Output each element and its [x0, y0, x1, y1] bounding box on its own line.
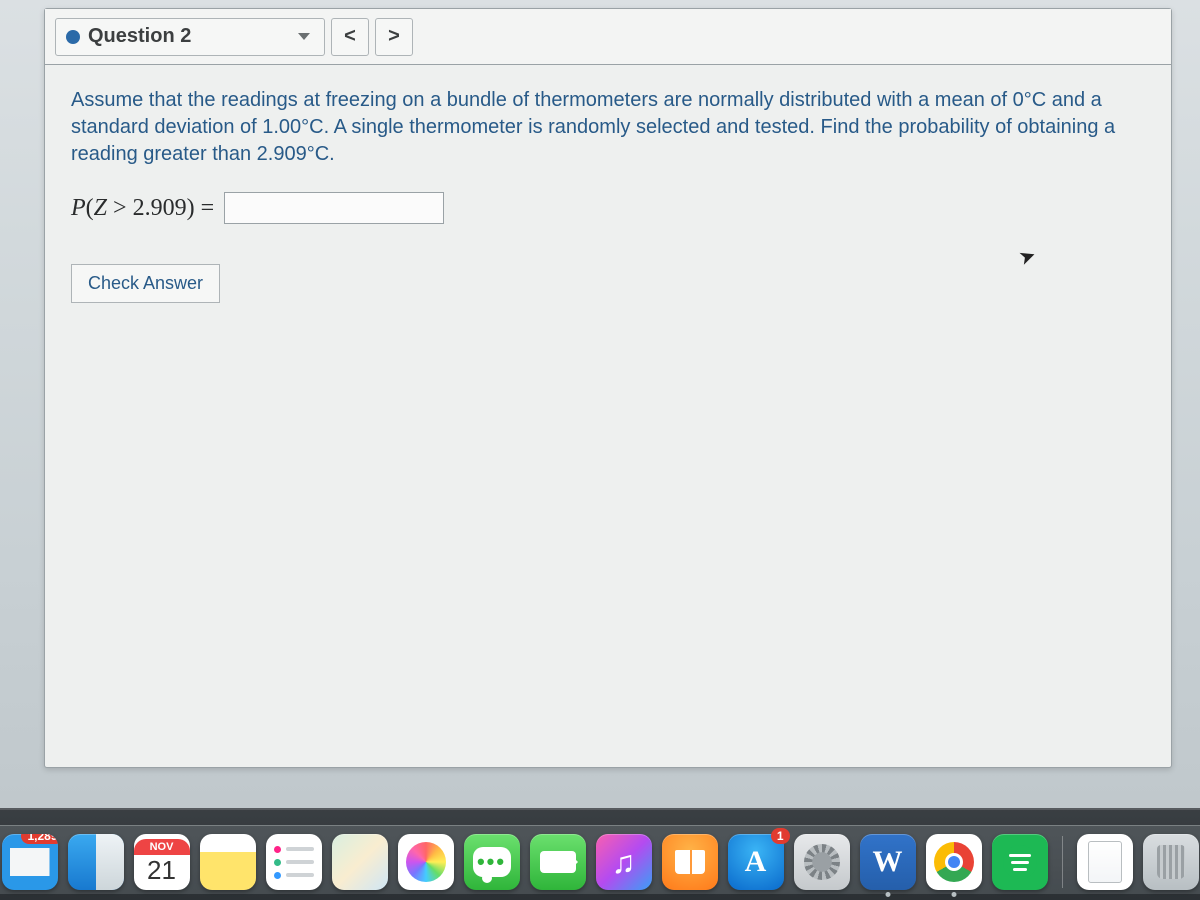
math-gt: > — [107, 195, 133, 221]
word-letter: W — [873, 845, 903, 879]
dock-trash-icon[interactable] — [1143, 834, 1199, 890]
dock-ibooks-icon[interactable] — [662, 834, 718, 890]
dock-maps-icon[interactable] — [332, 834, 388, 890]
dock-calendar-icon[interactable]: NOV 21 — [134, 834, 190, 890]
chevron-right-icon: > — [388, 25, 400, 48]
math-value: 2.909 — [133, 195, 187, 221]
content-area: Question 2 < > Assume that the readings … — [0, 0, 1200, 808]
dock-spotify-icon[interactable] — [992, 834, 1048, 890]
dock-system-preferences-icon[interactable] — [794, 834, 850, 890]
question-prompt: Assume that the readings at freezing on … — [71, 87, 1145, 168]
question-header: Question 2 < > — [45, 9, 1171, 65]
dock-finder-icon[interactable] — [68, 834, 124, 890]
dock-documents-icon[interactable] — [1077, 834, 1133, 890]
math-var-z: Z — [94, 195, 107, 221]
dock-chrome-icon[interactable] — [926, 834, 982, 890]
status-dot-icon — [66, 30, 80, 44]
chevron-left-icon: < — [344, 25, 356, 48]
answer-line: P(Z > 2.909) = — [71, 192, 1145, 224]
dock: 1,289 NOV 21 ••• ♫ A 1 — [0, 825, 1200, 894]
dock-facetime-icon[interactable] — [530, 834, 586, 890]
math-paren-open: ( — [86, 195, 94, 221]
probability-expression: P(Z > 2.909) = — [71, 195, 214, 222]
dock-word-icon[interactable]: W — [860, 834, 916, 890]
calendar-month: NOV — [134, 839, 190, 855]
question-title: Question 2 — [88, 25, 191, 48]
dock-divider — [1062, 836, 1063, 888]
mail-badge: 1,289 — [21, 834, 57, 844]
calendar-day: 21 — [147, 855, 176, 886]
appstore-badge: 1 — [771, 828, 790, 844]
dock-photos-icon[interactable] — [398, 834, 454, 890]
dock-area: 1,289 NOV 21 ••• ♫ A 1 — [0, 808, 1200, 900]
prev-question-button[interactable]: < — [331, 18, 369, 56]
question-body: Assume that the readings at freezing on … — [45, 65, 1171, 325]
math-var-p: P — [71, 195, 86, 221]
dock-notes-icon[interactable] — [200, 834, 256, 890]
question-selector[interactable]: Question 2 — [55, 18, 325, 56]
math-eq: = — [195, 195, 215, 221]
dock-mail-icon[interactable]: 1,289 — [2, 834, 58, 890]
dock-reminders-icon[interactable] — [266, 834, 322, 890]
answer-input[interactable] — [224, 192, 444, 224]
dock-messages-icon[interactable]: ••• — [464, 834, 520, 890]
math-paren-close: ) — [187, 195, 195, 221]
dock-appstore-icon[interactable]: A 1 — [728, 834, 784, 890]
dock-itunes-icon[interactable]: ♫ — [596, 834, 652, 890]
dropdown-caret-icon — [298, 33, 310, 40]
check-answer-button[interactable]: Check Answer — [71, 264, 220, 303]
next-question-button[interactable]: > — [375, 18, 413, 56]
question-card: Question 2 < > Assume that the readings … — [44, 8, 1172, 768]
